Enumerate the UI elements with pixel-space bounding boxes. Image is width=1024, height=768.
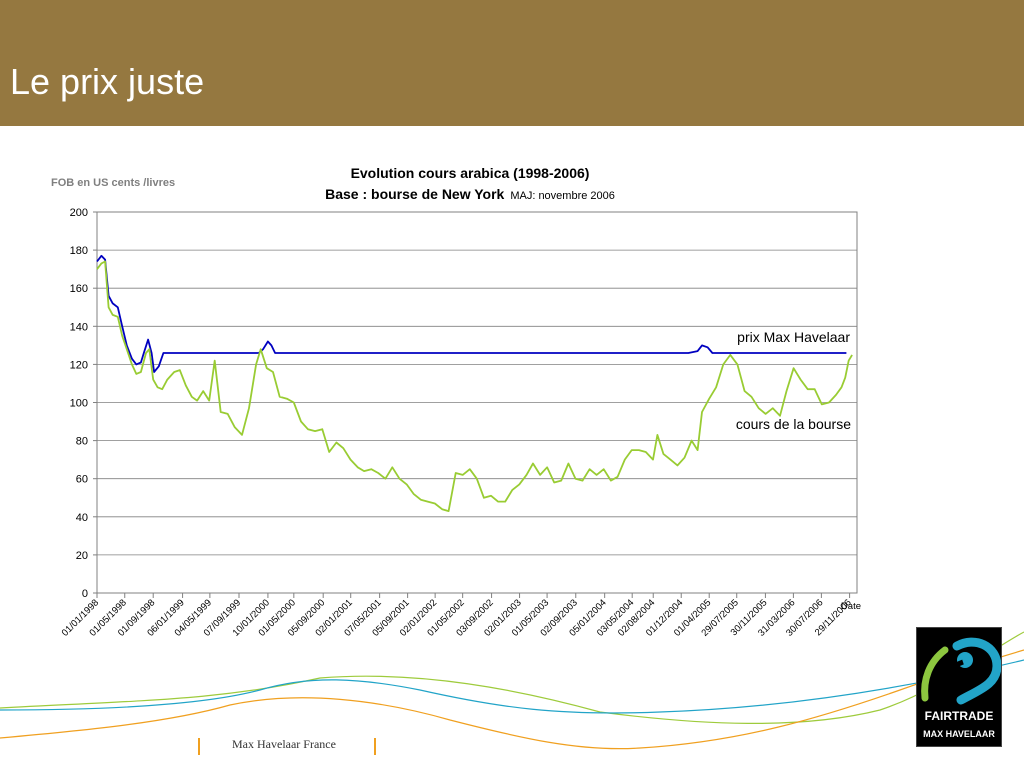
logo-line-2: MAX HAVELAAR [923, 729, 995, 739]
x-axis-label: Date [841, 601, 861, 612]
chart-subtitle: Base : bourse de New York [325, 186, 505, 202]
y-tick-label: 120 [70, 359, 88, 371]
y-unit-label: FOB en US cents /livres [51, 177, 176, 189]
y-tick-label: 60 [76, 474, 88, 486]
y-tick-label: 180 [70, 245, 88, 257]
y-tick-label: 0 [82, 588, 88, 600]
series-line-prix-max-havelaar [96, 254, 847, 373]
chart-title: Evolution cours arabica (1998-2006) [350, 165, 590, 181]
y-tick-label: 20 [76, 550, 88, 562]
chart-subtitle-row: Base : bourse de New York MAJ: novembre 2… [250, 186, 690, 202]
update-note: MAJ: novembre 2006 [510, 190, 615, 202]
series-line-cours-bourse [96, 260, 853, 513]
y-tick-label: 100 [70, 398, 88, 410]
y-tick-label: 160 [70, 283, 88, 295]
y-tick-label: 80 [76, 436, 88, 448]
y-tick-label: 40 [76, 512, 88, 524]
fairtrade-logo: FAIRTRADE MAX HAVELAAR [916, 627, 1002, 747]
annotation-prix-max-havelaar: prix Max Havelaar [737, 329, 850, 345]
logo-line-1: FAIRTRADE [924, 709, 994, 723]
footer-text: Max Havelaar France [232, 737, 336, 751]
annotation-cours-bourse: cours de la bourse [736, 416, 851, 432]
fairtrade-mark-icon [921, 637, 1001, 705]
footer-accent-right [374, 738, 376, 755]
footer-accent-left [198, 738, 200, 755]
slide-header: Le prix juste [0, 0, 1024, 126]
plot-area [96, 211, 858, 594]
y-tick-label: 140 [70, 321, 88, 333]
y-tick-label: 200 [70, 207, 88, 219]
slide-title: Le prix juste [10, 61, 205, 102]
